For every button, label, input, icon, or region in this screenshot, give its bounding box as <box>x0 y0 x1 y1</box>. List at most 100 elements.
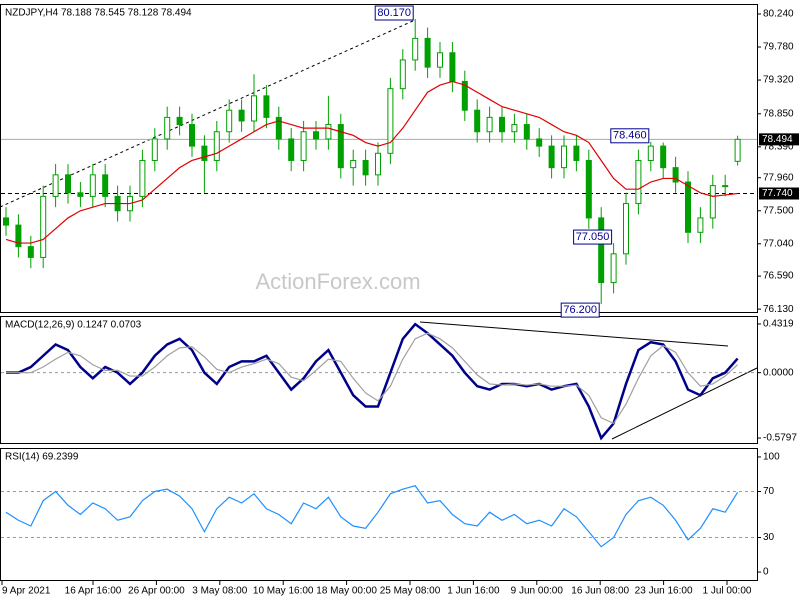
candle-body <box>387 88 394 154</box>
candle-body <box>288 138 295 161</box>
candle-body <box>275 116 282 140</box>
panel-title: RSI(14) 69.2399 <box>5 452 79 463</box>
candle-body <box>201 145 208 161</box>
indicator-line <box>5 80 738 244</box>
trend-line <box>611 367 758 440</box>
candle-body <box>437 52 443 68</box>
trend-line <box>0 19 416 208</box>
y-tick-label: 30 <box>763 532 775 543</box>
y-tick-label: 78.390 <box>763 141 794 152</box>
x-tick-label: 23 Jun 16:00 <box>635 586 693 597</box>
y-tick-label: 79.320 <box>763 75 794 86</box>
x-tick-label: 10 May 16:00 <box>253 586 314 597</box>
candle-body <box>65 174 71 194</box>
annotation-box <box>374 5 414 21</box>
indicator-line <box>6 332 739 425</box>
candle-body <box>561 145 567 169</box>
candle-body <box>585 159 592 219</box>
candle-body <box>499 116 505 133</box>
candle-body <box>151 138 158 161</box>
candle-body <box>226 109 233 133</box>
candle-body <box>548 145 555 169</box>
candle-body <box>474 109 481 133</box>
candle-body <box>15 224 22 248</box>
watermark: ActionForex.com <box>255 269 420 294</box>
candle-body <box>300 131 307 161</box>
price-label: 77.740 <box>762 188 793 199</box>
candle-body <box>486 116 493 133</box>
price-panel <box>0 4 758 313</box>
candle-body <box>573 145 580 161</box>
candle-body <box>40 195 47 258</box>
candle-body <box>511 124 518 133</box>
candle-body <box>722 185 729 188</box>
candle-body <box>313 131 319 140</box>
y-tick-label: 70 <box>763 486 775 497</box>
candle-body <box>89 174 96 197</box>
x-tick-label: 16 Jun 08:00 <box>571 586 629 597</box>
price-label-box <box>759 133 799 146</box>
candle-body <box>536 138 543 147</box>
candle-body <box>3 217 9 226</box>
candle-body <box>610 253 617 284</box>
candle-body <box>424 37 431 68</box>
candle-body <box>412 37 419 61</box>
trend-line <box>419 321 729 347</box>
y-tick-label: 77.040 <box>763 238 794 249</box>
x-tick-label: 9 Apr 2021 <box>2 586 51 597</box>
y-tick-label: 0.0000 <box>763 367 794 378</box>
candle-body <box>189 124 195 147</box>
candle-body <box>672 167 679 183</box>
candle-body <box>523 124 530 140</box>
candle-body <box>685 181 691 233</box>
y-tick-label: 0 <box>763 567 769 578</box>
y-tick-label: -0.5797 <box>763 433 797 444</box>
y-tick-label: 80.240 <box>763 9 794 20</box>
candle-body <box>52 174 59 197</box>
candle-body <box>238 109 245 122</box>
candle-body <box>251 95 257 122</box>
y-tick-label: 76.590 <box>763 271 794 282</box>
x-tick-label: 1 Jul 00:00 <box>703 586 752 597</box>
x-tick-label: 3 May 08:00 <box>192 586 247 597</box>
annotation-box <box>610 128 650 144</box>
candle-body <box>164 116 171 140</box>
y-tick-label: 77.960 <box>763 172 794 183</box>
candle-body <box>325 124 332 140</box>
y-tick-label: 78.850 <box>763 108 794 119</box>
x-tick-label: 16 Apr 16:00 <box>65 586 122 597</box>
x-tick-label: 25 May 08:00 <box>380 586 441 597</box>
candle-body <box>263 95 270 118</box>
candle-body <box>375 152 381 176</box>
annotation: 80.170 <box>377 7 411 19</box>
x-tick-label: 1 Jun 16:00 <box>447 586 500 597</box>
candle-body <box>350 159 357 169</box>
y-tick-label: 77.500 <box>763 205 794 216</box>
candle-body <box>102 174 109 197</box>
candle-body <box>449 52 456 82</box>
candle-body <box>660 145 667 169</box>
x-tick-label: 9 Jun 00:00 <box>511 586 564 597</box>
indicator-line <box>5 485 739 548</box>
annotation-box <box>573 229 613 245</box>
candle-body <box>213 131 220 161</box>
candle-body <box>598 217 605 284</box>
candle-body <box>176 116 183 126</box>
panel-title: NZDJPY,H4 78.188 78.545 78.128 78.494 <box>5 8 192 19</box>
annotation-box <box>560 302 600 318</box>
y-tick-label: 100 <box>763 452 780 463</box>
x-tick-label: 26 Apr 00:00 <box>128 586 185 597</box>
macd-panel <box>0 316 758 444</box>
candle-body <box>337 124 344 169</box>
annotation: 77.050 <box>576 231 610 243</box>
y-tick-label: 79.780 <box>763 42 794 53</box>
price-label: 78.494 <box>762 134 793 145</box>
y-tick-label: 0.4319 <box>763 319 794 330</box>
candle-body <box>362 159 369 176</box>
candle-body <box>139 159 146 197</box>
candle-body <box>697 217 704 233</box>
rsi-panel <box>0 448 758 581</box>
price-label-box <box>759 187 799 200</box>
